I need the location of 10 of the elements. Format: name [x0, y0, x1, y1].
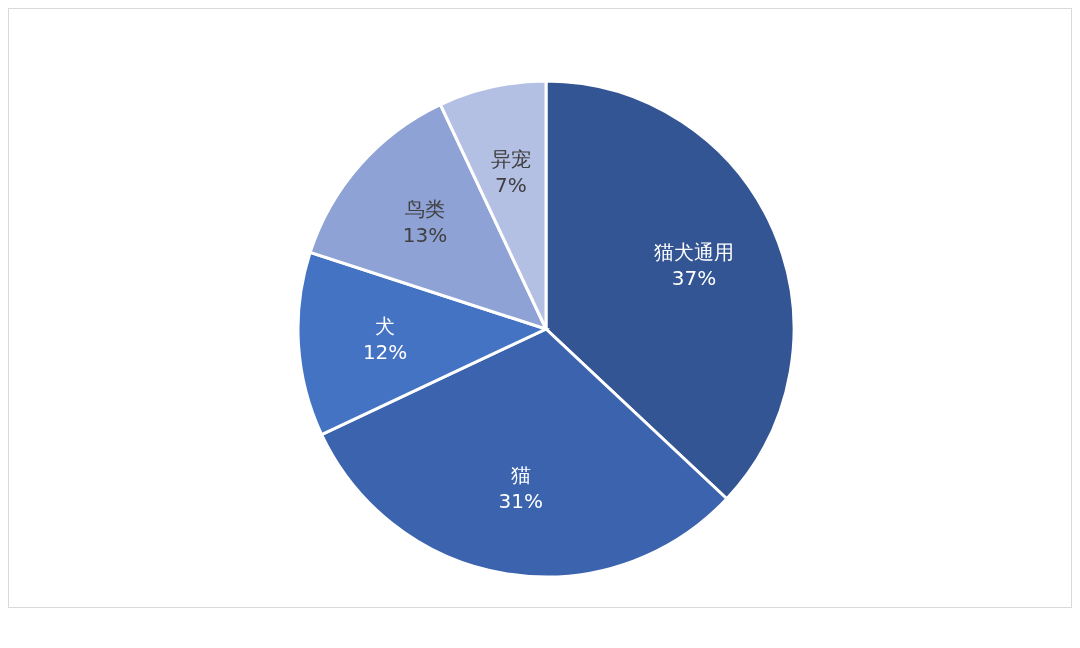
slice-label: 猫: [510, 463, 531, 488]
slice-label: 猫犬通用: [653, 239, 734, 264]
data-label: 37%: [671, 265, 717, 290]
slice-label: 鸟类: [405, 197, 446, 222]
data-label: 7%: [494, 172, 527, 197]
data-label: 31%: [498, 489, 544, 514]
slice-label: 犬: [375, 314, 396, 339]
data-label: 13%: [402, 223, 448, 248]
data-label: 12%: [362, 340, 408, 365]
slice-label: 异宠: [490, 146, 531, 171]
